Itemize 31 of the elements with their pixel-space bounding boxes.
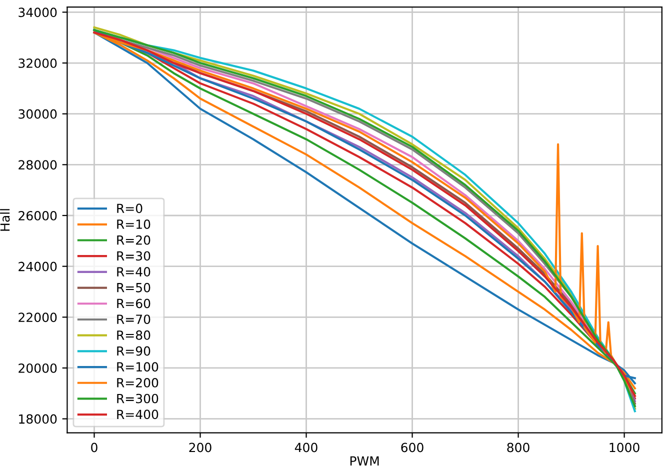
legend-label: R=70 [117,314,150,324]
legend-label: R=60 [117,298,150,308]
y-tick-label: 22000 [18,312,57,322]
y-tick-label: 24000 [18,262,57,272]
legend-label: R=0 [117,204,142,214]
y-axis-title: Hall [0,209,10,231]
legend-label: R=100 [117,362,158,372]
legend-label: R=50 [117,282,150,292]
legend-label: R=400 [117,410,158,420]
y-tick-label: 18000 [19,414,57,424]
y-tick-label: 26000 [18,210,57,220]
y-tick-label: 34000 [18,8,57,18]
legend-label: R=90 [117,346,150,356]
x-tick-label: 1000 [610,442,640,452]
legend-label: R=20 [117,235,150,245]
legend-label: R=40 [117,267,150,276]
y-tick-label: 28000 [18,160,57,170]
x-axis-title: PWM [350,456,379,466]
x-tick-label: 600 [401,442,424,452]
legend-label: R=80 [117,330,150,340]
legend-label: R=30 [117,251,150,261]
x-tick-label: 400 [294,442,318,452]
y-tick-label: 30000 [18,109,57,119]
y-tick-label: 20000 [18,363,57,373]
x-tick-label: 800 [507,442,530,452]
x-tick-label: 0 [91,442,98,452]
legend-label: R=10 [117,219,150,229]
legend-label: R=200 [117,378,158,388]
y-tick-label: 32000 [18,58,57,68]
x-tick-label: 200 [189,442,212,452]
legend-label: R=300 [117,394,158,404]
